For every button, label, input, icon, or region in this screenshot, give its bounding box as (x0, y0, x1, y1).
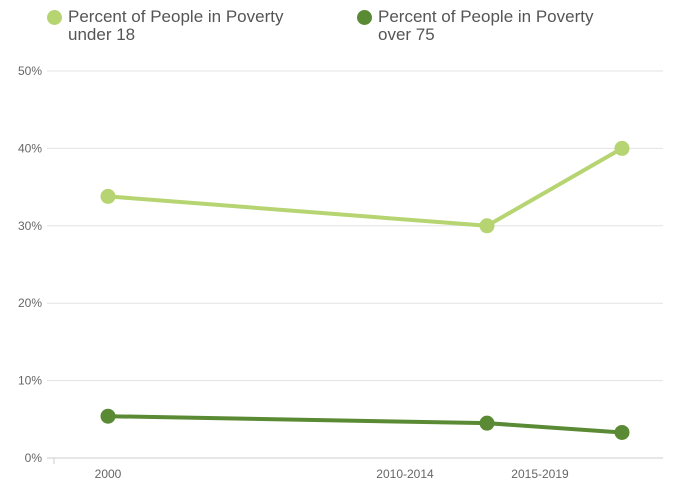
legend-item-under-18[interactable]: Percent of People in Poverty under 18 (47, 8, 318, 44)
legend-marker-over-75 (357, 10, 372, 25)
data-point (614, 424, 630, 440)
y-tick-label: 50% (18, 64, 42, 78)
data-point (614, 140, 630, 156)
data-point (479, 415, 495, 431)
data-point (100, 188, 116, 204)
y-tick-label: 30% (18, 219, 42, 233)
y-tick-label: 10% (18, 374, 42, 388)
y-tick-label: 20% (18, 296, 42, 310)
series-line-0 (106, 146, 624, 228)
series-line-1 (106, 414, 624, 435)
data-point (100, 408, 116, 424)
x-tick-label: 2010-2014 (376, 467, 434, 481)
data-point (479, 218, 495, 234)
x-tick-label: 2015-2019 (511, 467, 569, 481)
legend-item-over-75[interactable]: Percent of People in Poverty over 75 (357, 8, 628, 44)
legend-label-under-18: Percent of People in Poverty under 18 (68, 7, 284, 44)
legend-marker-under-18 (47, 10, 62, 25)
x-tick-label: 2000 (95, 467, 122, 481)
y-tick-label: 0% (25, 451, 43, 465)
legend-label-over-75: Percent of People in Poverty over 75 (378, 7, 594, 44)
y-tick-label: 40% (18, 141, 42, 155)
